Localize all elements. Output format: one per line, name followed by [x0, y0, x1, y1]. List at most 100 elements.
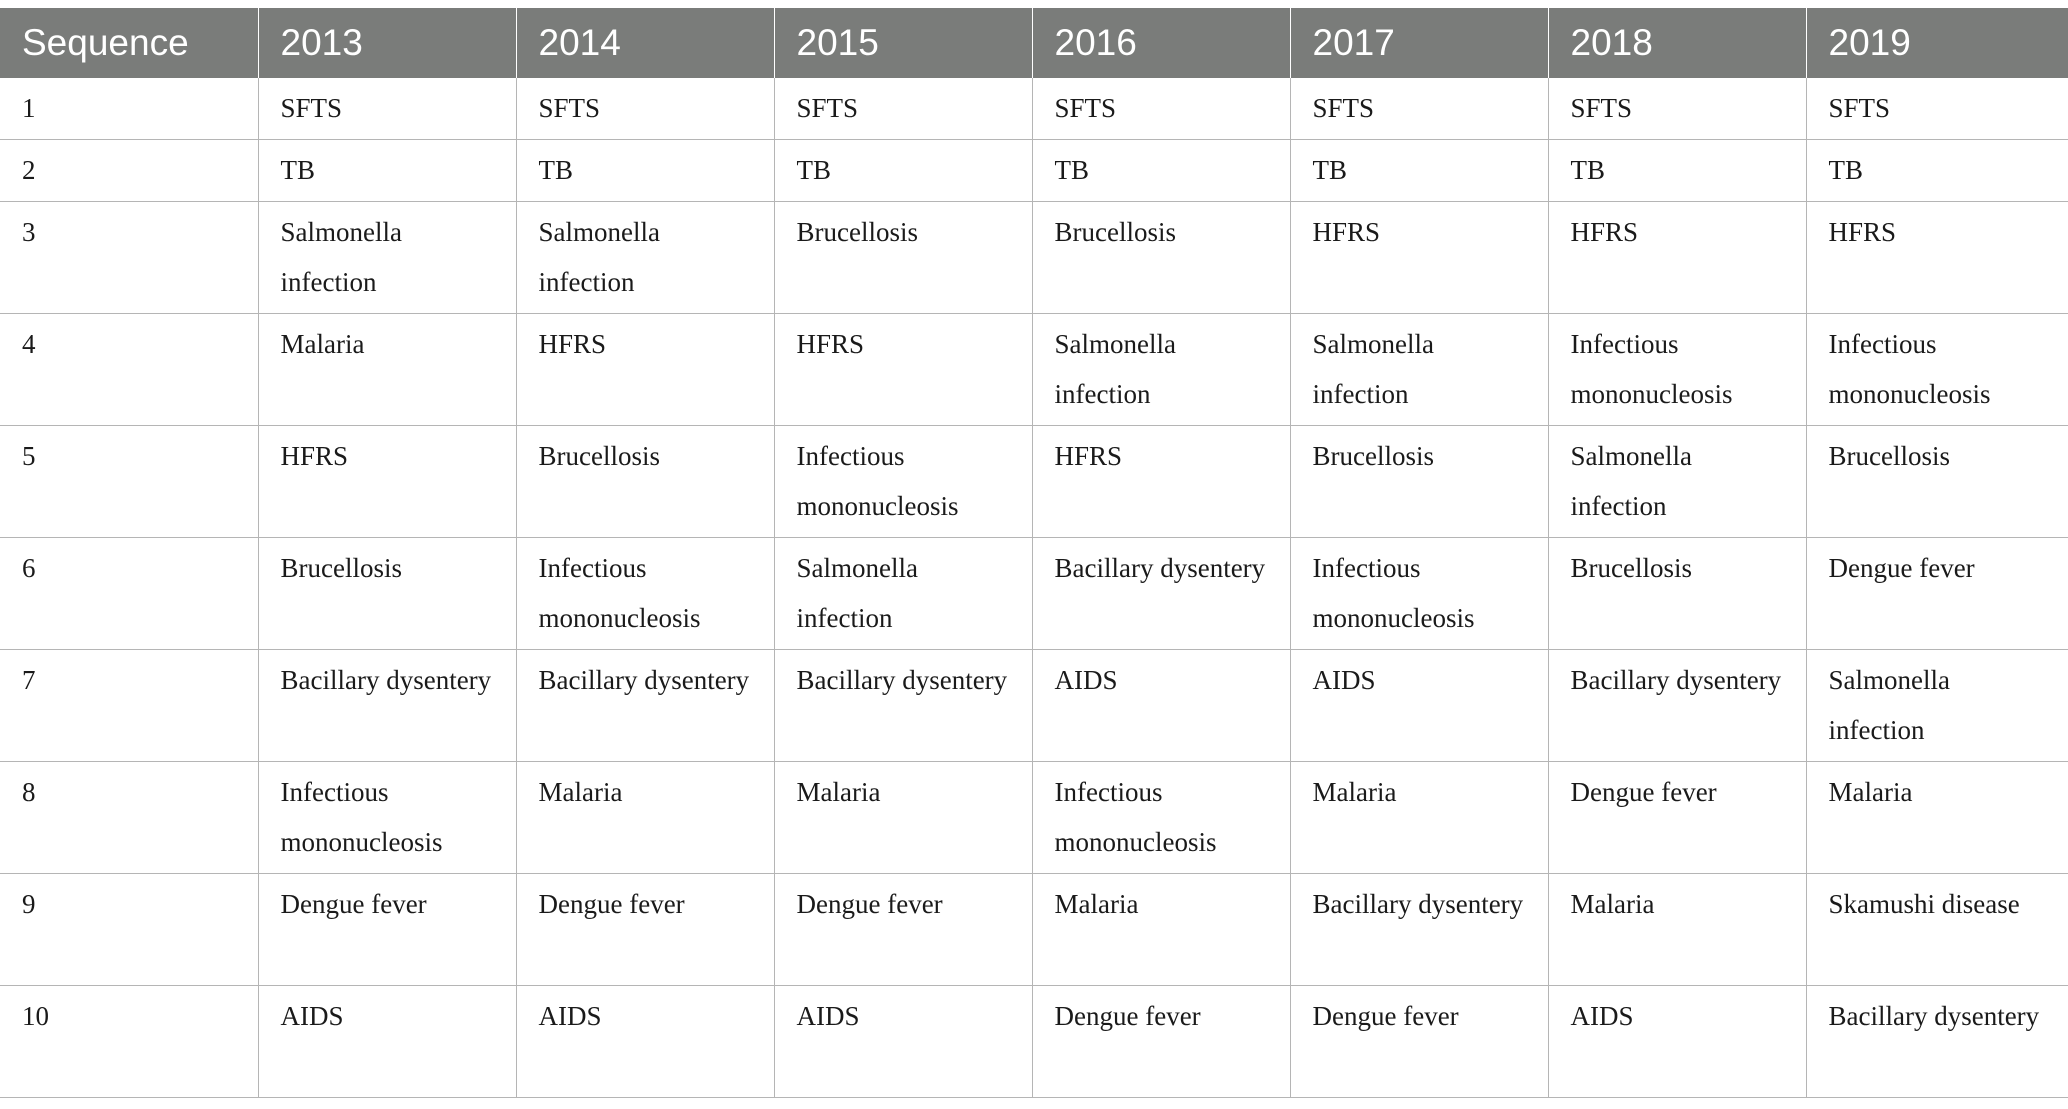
table-cell: Salmonella infection — [1806, 649, 2068, 762]
table-row: 1 SFTS SFTS SFTS SFTS SFTS SFTS SFTS — [0, 78, 2068, 140]
table-body: 1 SFTS SFTS SFTS SFTS SFTS SFTS SFTS 2 T… — [0, 78, 2068, 1098]
sequence-cell: 1 — [0, 78, 259, 140]
table-cell: Malaria — [1032, 873, 1291, 986]
table-cell: AIDS — [516, 985, 775, 1098]
sequence-cell: 10 — [0, 985, 259, 1098]
sequence-cell: 9 — [0, 873, 259, 986]
table-cell: Brucellosis — [516, 425, 775, 538]
table-row: 3 Salmonella infection Salmonella infect… — [0, 201, 2068, 314]
table-cell: Bacillary dysentery — [1032, 537, 1291, 650]
table-cell: Infectious mononucleosis — [774, 425, 1033, 538]
table-row: 7 Bacillary dysentery Bacillary dysenter… — [0, 649, 2068, 762]
table-cell: HFRS — [1290, 201, 1549, 314]
header-row: Sequence 2013 2014 2015 2016 2017 2018 2… — [0, 8, 2068, 78]
table-row: 4 Malaria HFRS HFRS Salmonella infection… — [0, 313, 2068, 426]
table-cell: Malaria — [1548, 873, 1807, 986]
table-cell: Bacillary dysentery — [258, 649, 517, 762]
table-cell: Malaria — [774, 761, 1033, 874]
table-cell: HFRS — [516, 313, 775, 426]
header-year-2015: 2015 — [774, 8, 1033, 78]
table-cell: HFRS — [1032, 425, 1291, 538]
table-row: 10 AIDS AIDS AIDS Dengue fever Dengue fe… — [0, 985, 2068, 1098]
table-cell: TB — [774, 139, 1033, 202]
table-cell: TB — [1548, 139, 1807, 202]
table-cell: SFTS — [1290, 78, 1549, 140]
table-cell: SFTS — [1032, 78, 1291, 140]
header-year-2014: 2014 — [516, 8, 775, 78]
table-cell: Brucellosis — [1548, 537, 1807, 650]
table-cell: Brucellosis — [1032, 201, 1291, 314]
sequence-cell: 4 — [0, 313, 259, 426]
table-cell: Dengue fever — [258, 873, 517, 986]
disease-ranking-table: Sequence 2013 2014 2015 2016 2017 2018 2… — [0, 8, 2068, 1098]
header-year-2019: 2019 — [1806, 8, 2068, 78]
table-row: 2 TB TB TB TB TB TB TB — [0, 139, 2068, 202]
header-sequence: Sequence — [0, 8, 259, 78]
table-cell: Bacillary dysentery — [1548, 649, 1807, 762]
table-cell: HFRS — [1806, 201, 2068, 314]
header-year-2017: 2017 — [1290, 8, 1549, 78]
table-cell: TB — [1806, 139, 2068, 202]
table-cell: AIDS — [258, 985, 517, 1098]
table-cell: SFTS — [1548, 78, 1807, 140]
table-header: Sequence 2013 2014 2015 2016 2017 2018 2… — [0, 8, 2068, 78]
table-cell: Bacillary dysentery — [516, 649, 775, 762]
table-row: 9 Dengue fever Dengue fever Dengue fever… — [0, 873, 2068, 986]
sequence-cell: 8 — [0, 761, 259, 874]
table-cell: SFTS — [516, 78, 775, 140]
table-cell: Infectious mononucleosis — [1806, 313, 2068, 426]
table-cell: Malaria — [258, 313, 517, 426]
sequence-cell: 7 — [0, 649, 259, 762]
table-row: 8 Infectious mononucleosis Malaria Malar… — [0, 761, 2068, 874]
table-cell: HFRS — [774, 313, 1033, 426]
table-cell: Salmonella infection — [774, 537, 1033, 650]
table-cell: Malaria — [1806, 761, 2068, 874]
table-cell: Salmonella infection — [516, 201, 775, 314]
sequence-cell: 6 — [0, 537, 259, 650]
table-row: 5 HFRS Brucellosis Infectious mononucleo… — [0, 425, 2068, 538]
table-cell: Salmonella infection — [1548, 425, 1807, 538]
table-cell: Dengue fever — [1032, 985, 1291, 1098]
sequence-cell: 2 — [0, 139, 259, 202]
table-cell: SFTS — [258, 78, 517, 140]
table-cell: TB — [1032, 139, 1291, 202]
table-cell: Dengue fever — [516, 873, 775, 986]
table-cell: Salmonella infection — [1032, 313, 1291, 426]
table-cell: Bacillary dysentery — [1290, 873, 1549, 986]
sequence-cell: 5 — [0, 425, 259, 538]
table-cell: Dengue fever — [1290, 985, 1549, 1098]
table-cell: TB — [516, 139, 775, 202]
table-cell: HFRS — [1548, 201, 1807, 314]
table-cell: SFTS — [1806, 78, 2068, 140]
table-cell: TB — [1290, 139, 1549, 202]
table-cell: Brucellosis — [1806, 425, 2068, 538]
table-cell: Brucellosis — [774, 201, 1033, 314]
table-cell: AIDS — [774, 985, 1033, 1098]
header-year-2013: 2013 — [258, 8, 517, 78]
table-cell: AIDS — [1032, 649, 1291, 762]
table-cell: Bacillary dysentery — [774, 649, 1033, 762]
table-cell: Brucellosis — [1290, 425, 1549, 538]
table-cell: Skamushi disease — [1806, 873, 2068, 986]
table-row: 6 Brucellosis Infectious mononucleosis S… — [0, 537, 2068, 650]
table-cell: TB — [258, 139, 517, 202]
header-year-2018: 2018 — [1548, 8, 1807, 78]
table-cell: Salmonella infection — [258, 201, 517, 314]
table-cell: Salmonella infection — [1290, 313, 1549, 426]
header-year-2016: 2016 — [1032, 8, 1291, 78]
table-cell: Malaria — [516, 761, 775, 874]
table-cell: Infectious mononucleosis — [1548, 313, 1807, 426]
table-cell: Dengue fever — [1548, 761, 1807, 874]
table-cell: Infectious mononucleosis — [258, 761, 517, 874]
table-cell: Infectious mononucleosis — [516, 537, 775, 650]
table-cell: Infectious mononucleosis — [1032, 761, 1291, 874]
table-cell: AIDS — [1290, 649, 1549, 762]
table-cell: Infectious mononucleosis — [1290, 537, 1549, 650]
table-cell: AIDS — [1548, 985, 1807, 1098]
table-cell: Dengue fever — [774, 873, 1033, 986]
table-cell: HFRS — [258, 425, 517, 538]
table-cell: SFTS — [774, 78, 1033, 140]
table-cell: Malaria — [1290, 761, 1549, 874]
table-cell: Dengue fever — [1806, 537, 2068, 650]
table-cell: Bacillary dysentery — [1806, 985, 2068, 1098]
